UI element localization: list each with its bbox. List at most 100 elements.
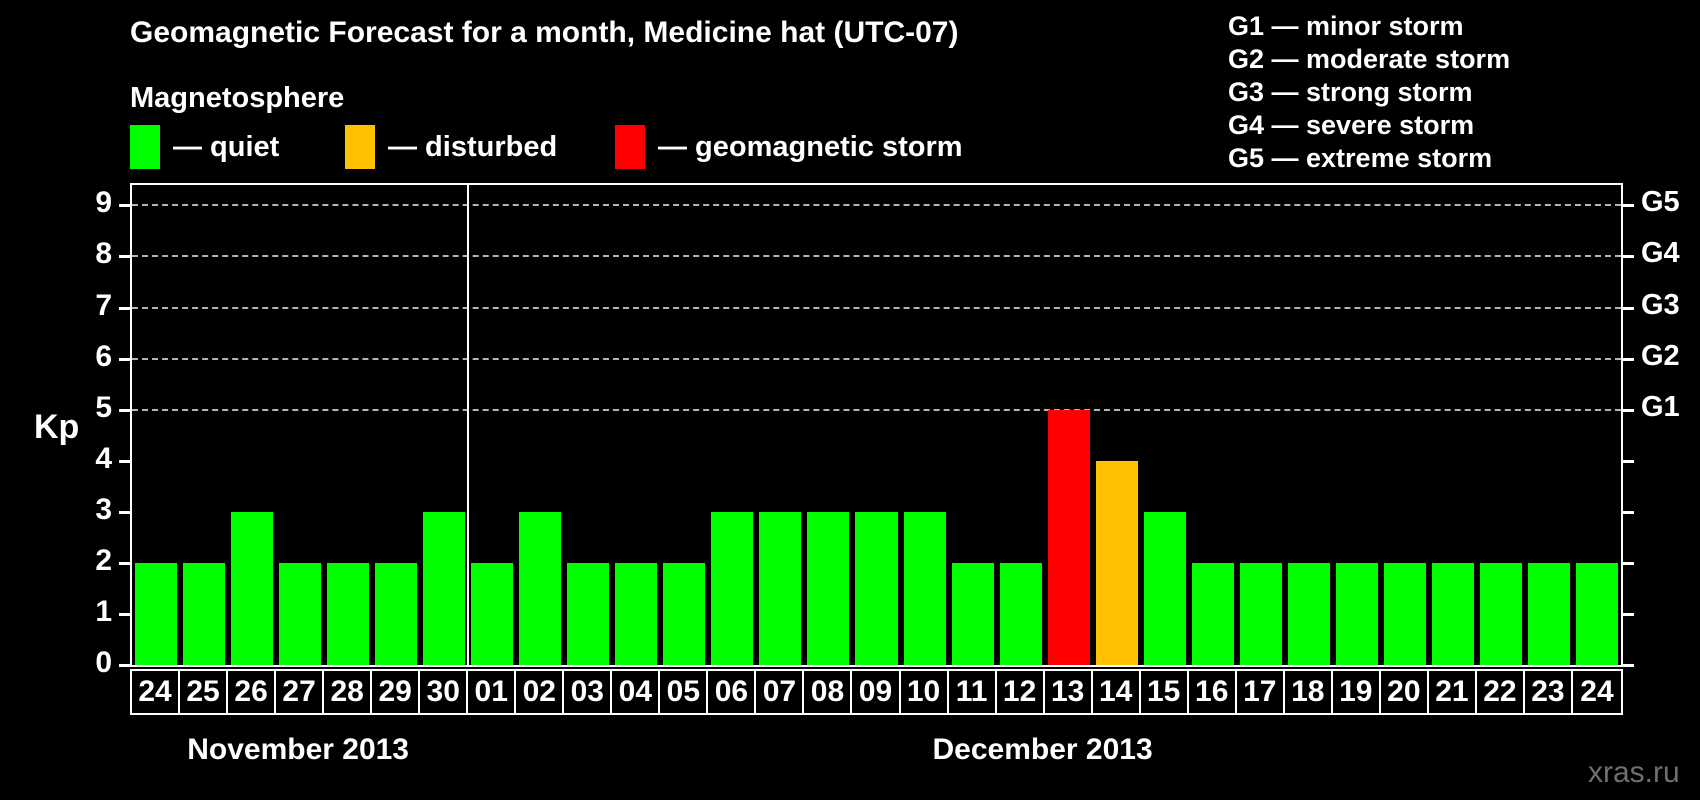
kp-bar-november-24 <box>135 562 178 665</box>
day-label: 13 <box>1050 675 1085 708</box>
day-cell: 29 <box>372 671 421 713</box>
storm-scale-line: G2 — moderate storm <box>1228 44 1511 74</box>
y-tick-label: 9 <box>95 186 112 220</box>
plot-area <box>130 183 1623 667</box>
g-grid-line <box>132 408 1621 411</box>
day-cell: 10 <box>901 671 949 713</box>
day-label: 09 <box>858 675 893 708</box>
g-level-label-g5: G5 <box>1641 186 1680 219</box>
kp-bar-december-02 <box>519 511 562 665</box>
day-cell: 22 <box>1477 671 1525 713</box>
day-cell: 07 <box>756 671 805 713</box>
day-label: 04 <box>618 675 653 708</box>
kp-bar-december-17 <box>1239 562 1282 665</box>
day-cell: 01 <box>468 671 517 713</box>
g-level-label-g3: G3 <box>1641 288 1680 321</box>
day-label: 30 <box>426 675 460 708</box>
day-cell: 09 <box>852 671 901 713</box>
kp-bar-november-29 <box>375 562 418 665</box>
kp-bar-december-07 <box>759 511 802 665</box>
right-tick-mark <box>1623 561 1634 565</box>
day-cell: 08 <box>804 671 853 713</box>
day-cell: 20 <box>1381 671 1429 713</box>
kp-bar-december-12 <box>999 562 1042 665</box>
day-cell: 23 <box>1525 671 1573 713</box>
kp-bar-november-30 <box>423 511 466 665</box>
y-tick-label: 0 <box>95 646 112 679</box>
legend-swatch-quiet-icon <box>130 125 160 169</box>
day-label: 11 <box>955 675 988 708</box>
day-cell: 27 <box>276 671 325 713</box>
day-label: 08 <box>810 675 845 708</box>
legend-label-disturbed: — disturbed <box>388 130 558 163</box>
day-label: 24 <box>138 675 172 708</box>
y-tick-label: 4 <box>95 441 112 475</box>
storm-scale-line: G5 — extreme storm <box>1228 143 1493 173</box>
right-tick-mark <box>1623 612 1634 616</box>
y-tick-label: 8 <box>95 237 112 271</box>
day-label: 24 <box>1580 675 1614 708</box>
y-tick-label: 6 <box>95 339 112 373</box>
kp-bar-december-13 <box>1047 409 1090 665</box>
kp-bar-december-22 <box>1479 562 1522 665</box>
day-label: 10 <box>906 675 941 708</box>
day-cell: 11 <box>949 671 997 713</box>
y-tick-mark <box>119 664 130 667</box>
y-tick-label: 5 <box>95 390 112 424</box>
day-label: 26 <box>234 675 268 708</box>
legend-label-quiet: — quiet <box>173 130 280 163</box>
day-label: 27 <box>282 675 316 708</box>
g-level-label-g1: G1 <box>1641 390 1680 423</box>
day-cell: 19 <box>1333 671 1381 713</box>
y-tick-mark <box>119 255 130 259</box>
right-tick-mark <box>1623 664 1634 667</box>
kp-bar-december-03 <box>567 562 610 665</box>
day-label: 20 <box>1387 675 1421 708</box>
day-label: 06 <box>714 675 749 708</box>
day-label: 12 <box>1002 675 1037 708</box>
kp-bar-december-21 <box>1431 562 1474 665</box>
day-label: 23 <box>1531 675 1565 708</box>
kp-bar-december-09 <box>855 511 898 665</box>
day-cell: 28 <box>324 671 373 713</box>
storm-scale-line: G3 — strong storm <box>1228 77 1473 107</box>
y-tick-mark <box>119 357 130 361</box>
day-label: 14 <box>1098 675 1133 708</box>
kp-bar-december-05 <box>663 562 706 665</box>
day-label: 02 <box>522 675 556 708</box>
day-label: 03 <box>570 675 604 708</box>
day-label: 17 <box>1243 675 1277 708</box>
legend-label-storm: — geomagnetic storm <box>658 130 963 163</box>
right-tick-mark <box>1623 357 1634 361</box>
kp-bar-november-26 <box>231 511 274 665</box>
right-tick-mark <box>1623 204 1634 208</box>
kp-bar-november-27 <box>279 562 322 665</box>
storm-scale-legend: G1 — minor storm G2 — moderate storm G3 — … <box>1228 10 1510 175</box>
day-cell: 15 <box>1141 671 1189 713</box>
right-tick-mark <box>1623 255 1634 259</box>
g-grid-line <box>132 204 1621 207</box>
y-tick-mark <box>119 612 130 616</box>
day-cell: 05 <box>660 671 709 713</box>
right-tick-mark <box>1623 306 1634 310</box>
kp-bar-december-23 <box>1527 562 1570 665</box>
y-tick-label: 1 <box>95 594 112 628</box>
kp-bar-december-16 <box>1191 562 1234 665</box>
y-tick-mark <box>119 561 130 565</box>
g-grid-line <box>132 306 1621 309</box>
kp-bar-december-11 <box>951 562 994 665</box>
g-level-label-g2: G2 <box>1641 339 1680 372</box>
day-cell: 04 <box>612 671 661 713</box>
day-cell: 14 <box>1093 671 1141 713</box>
day-cell: 02 <box>516 671 565 713</box>
page-title: Geomagnetic Forecast for a month, Medici… <box>130 16 959 49</box>
watermark: xras.ru <box>1588 756 1680 789</box>
kp-bar-december-18 <box>1287 562 1330 665</box>
day-label: 29 <box>378 675 412 708</box>
day-cell: 30 <box>420 671 469 713</box>
day-label: 22 <box>1483 675 1517 708</box>
day-cell: 18 <box>1285 671 1333 713</box>
g-grid-line <box>132 357 1621 360</box>
legend-swatch-disturbed-icon <box>345 125 375 169</box>
